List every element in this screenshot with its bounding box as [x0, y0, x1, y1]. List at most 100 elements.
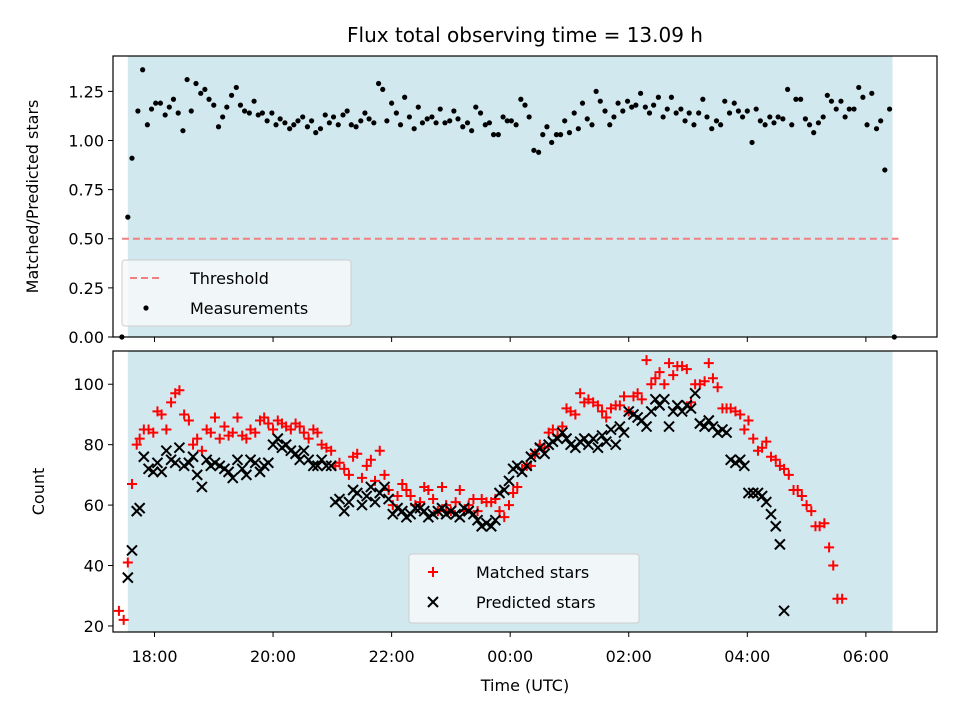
measurements-point [330, 114, 337, 120]
matched-stars-point [285, 424, 296, 435]
measurements-point [522, 102, 528, 108]
matched-stars-point [361, 460, 372, 471]
predicted-stars-point [307, 460, 320, 472]
matched-stars-point [450, 497, 461, 508]
predicted-stars-point [289, 448, 302, 460]
predicted-stars-point [122, 571, 134, 584]
predicted-stars-point [262, 457, 275, 469]
matched-stars-point [188, 439, 199, 450]
predicted-stars-point [236, 463, 248, 475]
matched-stars-point [174, 385, 185, 396]
measurements-point [469, 128, 475, 134]
predicted-stars-point [658, 393, 671, 406]
measurements-point [798, 96, 804, 102]
measurements-point [544, 124, 550, 130]
measurements-point [767, 114, 773, 120]
measurements-point [566, 130, 573, 136]
x-axis-label: Time (UTC) [480, 676, 569, 695]
measurements-point [806, 122, 813, 128]
measurements-point [486, 120, 493, 126]
measurements-point [242, 108, 248, 114]
measurements-point [700, 96, 706, 102]
matched-stars-point [113, 605, 124, 616]
matched-stars-point [370, 475, 381, 486]
predicted-stars-point [169, 457, 181, 469]
x-tick-label: 00:00 [487, 647, 533, 666]
matched-stars-point [365, 454, 376, 465]
matched-stars-point [192, 433, 203, 444]
predicted-stars-point [191, 469, 203, 481]
predicted-stars-point [240, 469, 253, 481]
predicted-stars-point [760, 496, 772, 508]
matched-stars-point [232, 412, 243, 423]
measurements-point [757, 118, 763, 124]
y-tick-label: 1.25 [68, 82, 104, 101]
matched-stars-point [312, 427, 323, 438]
matched-stars-point [134, 433, 145, 444]
measurements-point [749, 139, 755, 146]
matched-stars-point [650, 373, 661, 384]
measurements-point [553, 132, 560, 138]
x-axis: 18:00 20:00 22:00 00:00 02:00 04:00 06:00 [131, 632, 889, 666]
x-tick-label: 18:00 [131, 647, 177, 666]
predicted-stars-point [173, 441, 186, 454]
measurements-point [846, 106, 852, 112]
x-tick-label: 20:00 [250, 647, 296, 666]
y-tick-label: 1.00 [68, 131, 104, 150]
matched-stars-point [614, 400, 625, 411]
matched-stars-point [196, 445, 207, 456]
predicted-stars-point [774, 538, 786, 551]
measurements-point [824, 92, 830, 98]
matched-stars-point [268, 424, 279, 435]
matched-stars-point [819, 518, 830, 529]
matched-stars-point [792, 484, 803, 495]
measurements-point [526, 114, 532, 120]
matched-stars-point [837, 593, 848, 604]
measurements-point [224, 104, 230, 110]
measurements-point [615, 100, 621, 106]
predicted-stars-point [698, 420, 711, 433]
measurements-point [686, 110, 692, 116]
measurements-point [536, 149, 542, 155]
measurements-point [744, 108, 750, 114]
measurements-point [828, 98, 835, 104]
measurements-point [646, 110, 653, 116]
matched-stars-point [428, 494, 439, 505]
matched-stars-point [379, 469, 390, 480]
y-tick-label: 20 [84, 617, 104, 636]
matched-stars-point [339, 463, 350, 474]
measurements-point [291, 122, 297, 128]
measurements-point [629, 104, 635, 110]
matched-stars-point [454, 484, 465, 495]
matched-stars-point [508, 488, 519, 499]
measurements-point [397, 122, 404, 128]
measurements-point [571, 110, 577, 116]
measurements-point [762, 122, 768, 128]
measurements-point [215, 124, 222, 130]
predicted-stars-point [685, 402, 697, 415]
legend-box [121, 259, 352, 327]
matched-stars-point [374, 445, 385, 456]
count-ylabel: Count [29, 468, 48, 516]
predicted-stars-point [578, 432, 590, 445]
measurements-point [211, 102, 217, 108]
measurements-point [125, 214, 131, 220]
matched-stars-point [334, 457, 345, 468]
matched-stars-point [494, 506, 505, 517]
measurements-point [198, 90, 204, 96]
measurements-point [166, 104, 172, 110]
predicted-stars-point [294, 454, 306, 466]
measurements-point [393, 110, 399, 116]
predicted-stars-point [320, 460, 333, 472]
measurements-point [820, 114, 826, 120]
predicted-stars-point [609, 438, 622, 451]
x-tick-label: 02:00 [606, 647, 652, 666]
measurements-point [251, 98, 257, 104]
predicted-stars-point [485, 520, 497, 532]
measurements-point [709, 126, 715, 132]
measurements-point [864, 122, 870, 128]
matched-stars-point [122, 557, 133, 568]
matched-stars-point [761, 436, 772, 447]
measurements-point [833, 106, 839, 112]
matched-stars-point [618, 391, 629, 402]
